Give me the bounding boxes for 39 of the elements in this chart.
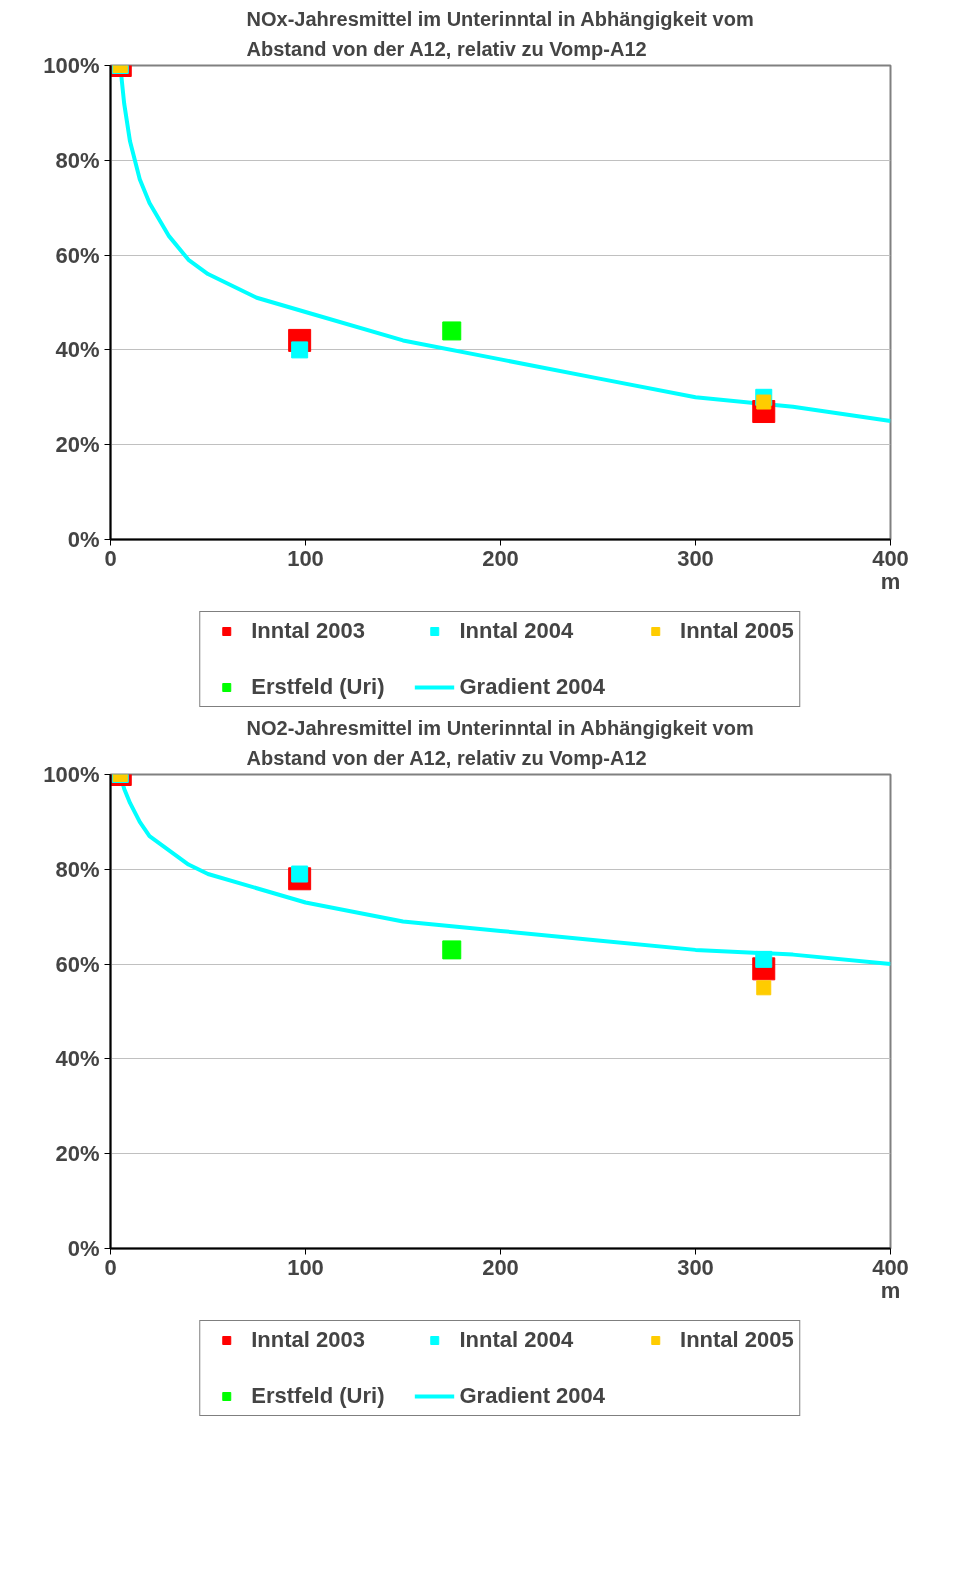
x-tick-label: 100 — [287, 545, 324, 571]
point — [442, 321, 462, 341]
legend-label: Erstfeld (Uri) — [251, 674, 385, 700]
x-tick-label: 200 — [482, 1254, 519, 1280]
legend-label: Inntal 2004 — [459, 1327, 574, 1353]
y-tick-label: 20% — [55, 432, 100, 458]
y-tick-label: 40% — [55, 1046, 100, 1072]
legend-label: Inntal 2005 — [680, 618, 794, 644]
x-tick-label: 200 — [482, 545, 519, 571]
x-axis-title: m — [880, 1277, 901, 1303]
x-tick-label: 100 — [287, 1254, 324, 1280]
y-tick-label: 20% — [55, 1141, 100, 1167]
x-tick-label: 400 — [872, 1254, 909, 1280]
x-tick-label: 300 — [677, 545, 714, 571]
y-tick-label: 80% — [55, 856, 100, 882]
x-axis-title: m — [880, 568, 901, 594]
chart-title: NO2-Jahresmittel im Unterinntal in Abhängigkeit vom Abstand von der A12, relativ zu Vomp-A12 — [246, 716, 754, 770]
legend-label: Inntal 2004 — [459, 618, 574, 644]
y-tick-label: 80% — [55, 147, 100, 173]
legend-label: Inntal 2003 — [251, 1327, 365, 1353]
y-tick-label: 40% — [55, 337, 100, 363]
chart-title: NOx-Jahresmittel im Unterinntal in Abhängigkeit vom Abstand von der A12, relativ zu Vomp-A12 — [246, 7, 754, 61]
x-tick-label: 300 — [677, 1254, 714, 1280]
y-tick-label: 0% — [67, 527, 100, 552]
legend-label: Erstfeld (Uri) — [251, 1383, 385, 1409]
y-tick-label: 100% — [43, 762, 100, 787]
legend-label: Gradient 2004 — [459, 674, 606, 700]
x-tick-label: 0 — [104, 1254, 117, 1280]
x-tick-label: 400 — [872, 545, 909, 571]
point — [291, 341, 309, 359]
point — [756, 394, 772, 410]
legend-label: Inntal 2003 — [251, 618, 365, 644]
y-tick-label: 0% — [67, 1236, 100, 1261]
y-tick-label: 100% — [43, 53, 100, 78]
legend-label: Inntal 2005 — [680, 1327, 794, 1353]
x-tick-label: 0 — [104, 545, 117, 571]
legend-label: Gradient 2004 — [459, 1383, 606, 1409]
y-tick-label: 60% — [55, 242, 100, 268]
y-tick-label: 60% — [55, 951, 100, 977]
